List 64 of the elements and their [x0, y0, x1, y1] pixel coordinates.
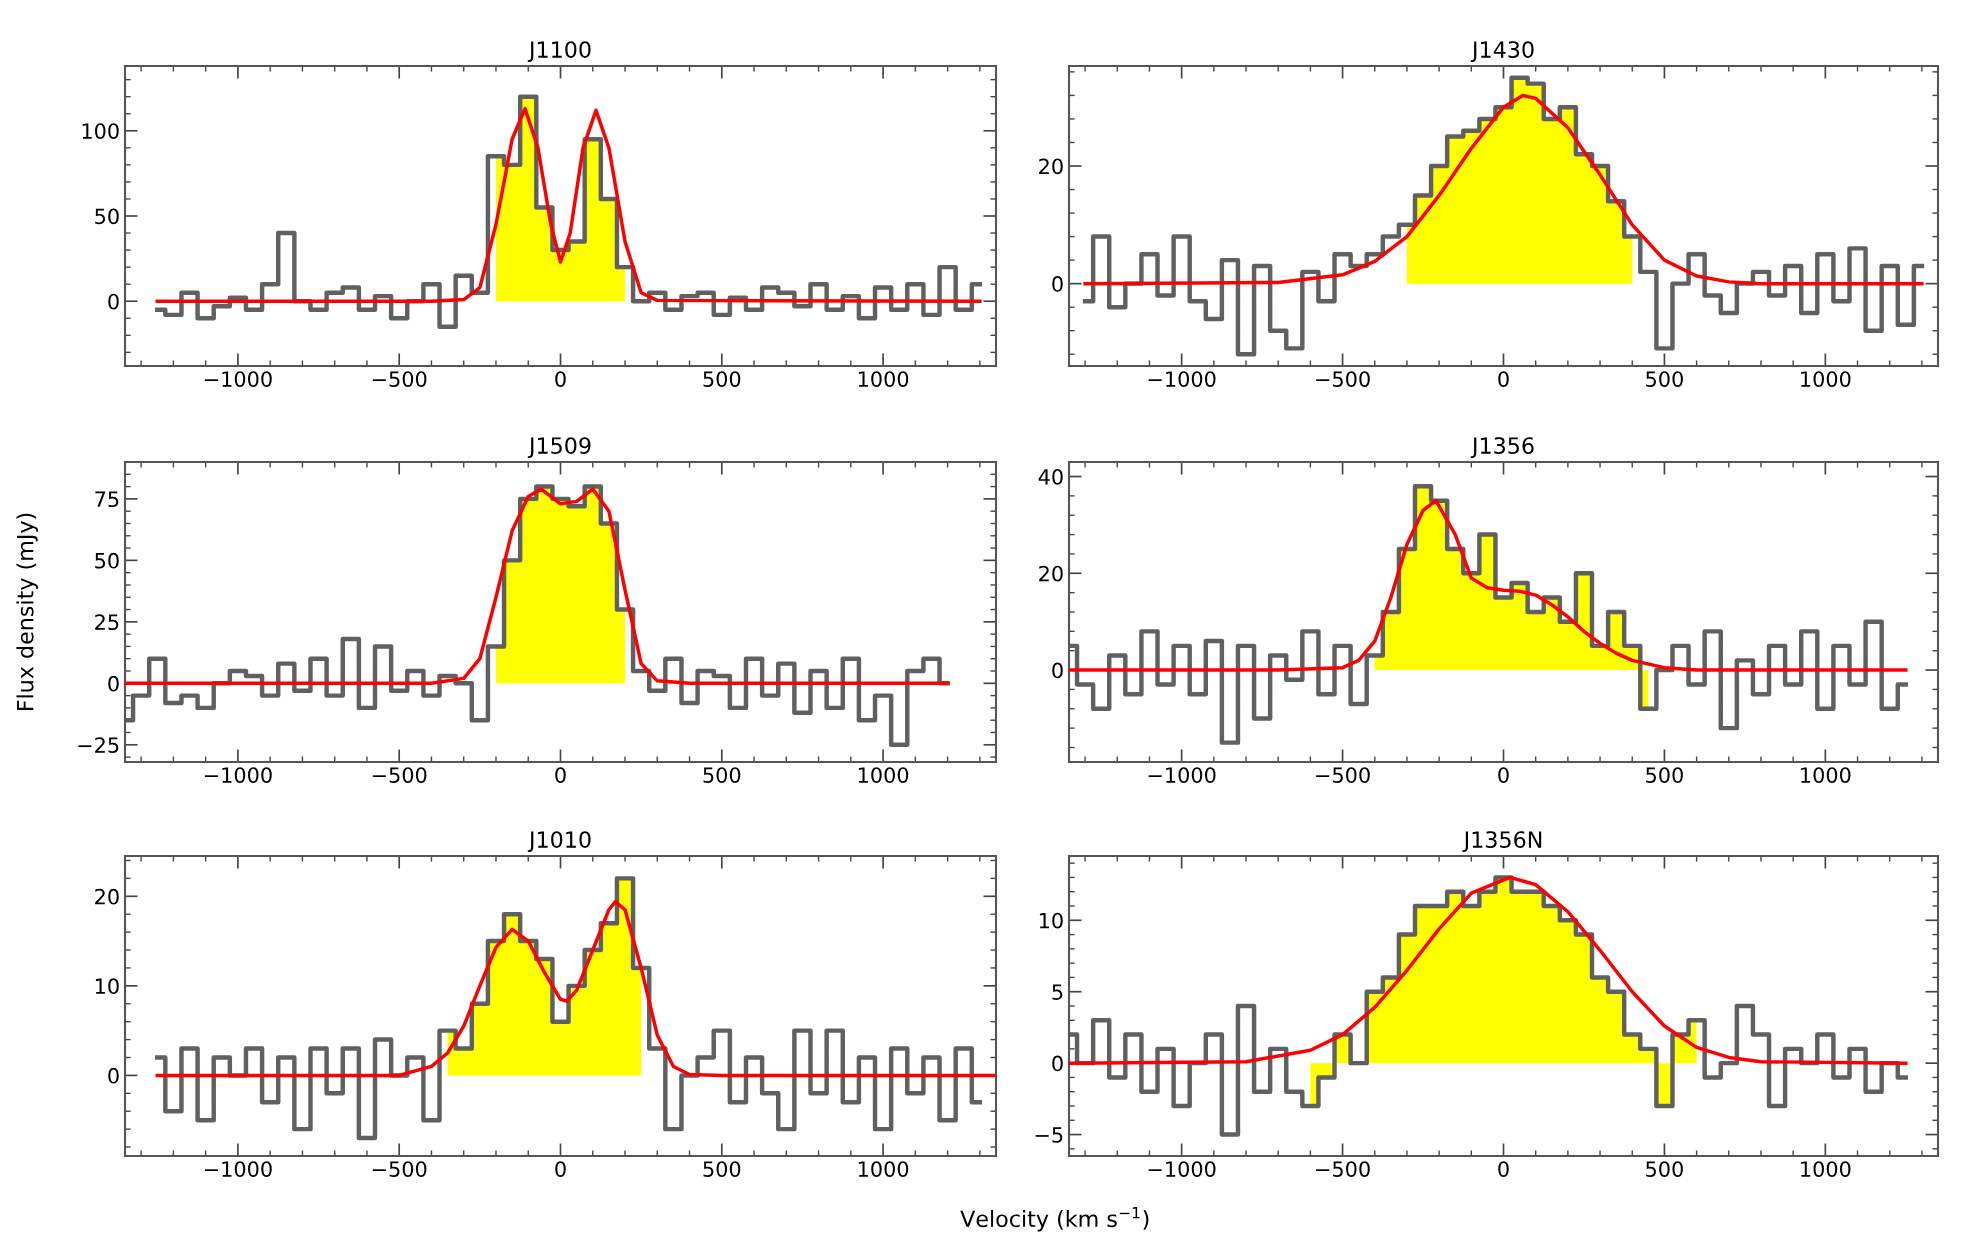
x-tick-label: 0	[555, 767, 566, 783]
y-tick-label: 0	[108, 1067, 119, 1084]
x-tick-label: −500	[1316, 767, 1370, 783]
line-series	[1069, 875, 1908, 1065]
y-tick-label: 0	[108, 293, 119, 310]
y-tick-label: 20	[95, 888, 119, 905]
x-tick-label: 1000	[1801, 371, 1851, 387]
x-tick-label: 500	[703, 371, 741, 387]
y-tick-label: 100	[82, 123, 119, 139]
x-tick-label: 500	[703, 767, 741, 783]
x-tick-label: 500	[1646, 371, 1683, 387]
y-tick-label: 75	[95, 491, 119, 508]
x-tick-label: 0	[1498, 1161, 1509, 1177]
y-tick-label: 10	[1039, 912, 1063, 929]
x-tick-label: −500	[372, 767, 427, 783]
y-tick-label: 5	[1052, 984, 1063, 1000]
y-tick-label: 20	[1039, 158, 1063, 175]
line-series	[125, 487, 950, 686]
y-tick-label: 0	[1052, 662, 1063, 679]
x-tick-label: −1000	[204, 1161, 272, 1177]
chart-title: J1430	[1470, 41, 1534, 63]
x-tick-label: −1000	[1148, 767, 1216, 783]
chart-title: J1100	[527, 41, 591, 63]
chart-title: J1356	[1470, 437, 1534, 459]
x-tick-label: 1000	[858, 371, 909, 387]
x-tick-label: −1000	[1148, 1161, 1216, 1177]
chart-title: J1356N	[1462, 831, 1542, 853]
x-tick-label: 500	[1646, 767, 1683, 783]
y-tick-label: 50	[95, 552, 119, 569]
y-tick-label: 0	[108, 675, 119, 692]
x-tick-label: 1000	[1801, 1161, 1851, 1177]
x-tick-label: 0	[555, 371, 566, 387]
x-axis-title: Velocity (km s$^{−1}$)	[960, 1207, 1149, 1232]
chart-title: J1509	[527, 437, 591, 459]
line-series	[1083, 93, 1924, 286]
line-series	[1069, 498, 1908, 672]
x-tick-label: −1000	[204, 767, 272, 783]
y-tick-label: 25	[95, 614, 119, 631]
y-axis-title: Flux density (mJy)	[16, 513, 38, 711]
y-tick-label: 40	[1038, 468, 1063, 485]
x-tick-label: 500	[703, 1161, 741, 1177]
x-tick-label: 1000	[858, 1161, 909, 1177]
line-series	[155, 106, 982, 303]
x-tick-label: −500	[372, 371, 427, 387]
y-tick-label: 0	[1052, 276, 1063, 292]
chart-title: J1010	[527, 831, 591, 853]
x-tick-label: −500	[372, 1161, 427, 1177]
x-tick-label: −500	[1316, 1161, 1370, 1177]
x-tick-label: −500	[1316, 371, 1370, 387]
x-tick-label: −1000	[204, 371, 272, 387]
x-tick-label: 0	[1498, 767, 1509, 783]
x-tick-label: 0	[1498, 371, 1509, 387]
y-tick-label: 0	[1052, 1055, 1063, 1072]
y-tick-label: −5	[1035, 1127, 1063, 1143]
y-tick-label: −25	[78, 737, 119, 753]
x-tick-label: 1000	[858, 767, 909, 783]
x-tick-label: −1000	[1148, 371, 1216, 387]
y-tick-label: 10	[95, 978, 119, 995]
y-tick-label: 50	[95, 208, 119, 225]
x-tick-label: 0	[555, 1161, 566, 1177]
x-tick-label: 500	[1646, 1161, 1683, 1177]
y-tick-label: 20	[1039, 565, 1063, 582]
x-tick-label: 1000	[1801, 767, 1851, 783]
line-series	[155, 899, 996, 1078]
